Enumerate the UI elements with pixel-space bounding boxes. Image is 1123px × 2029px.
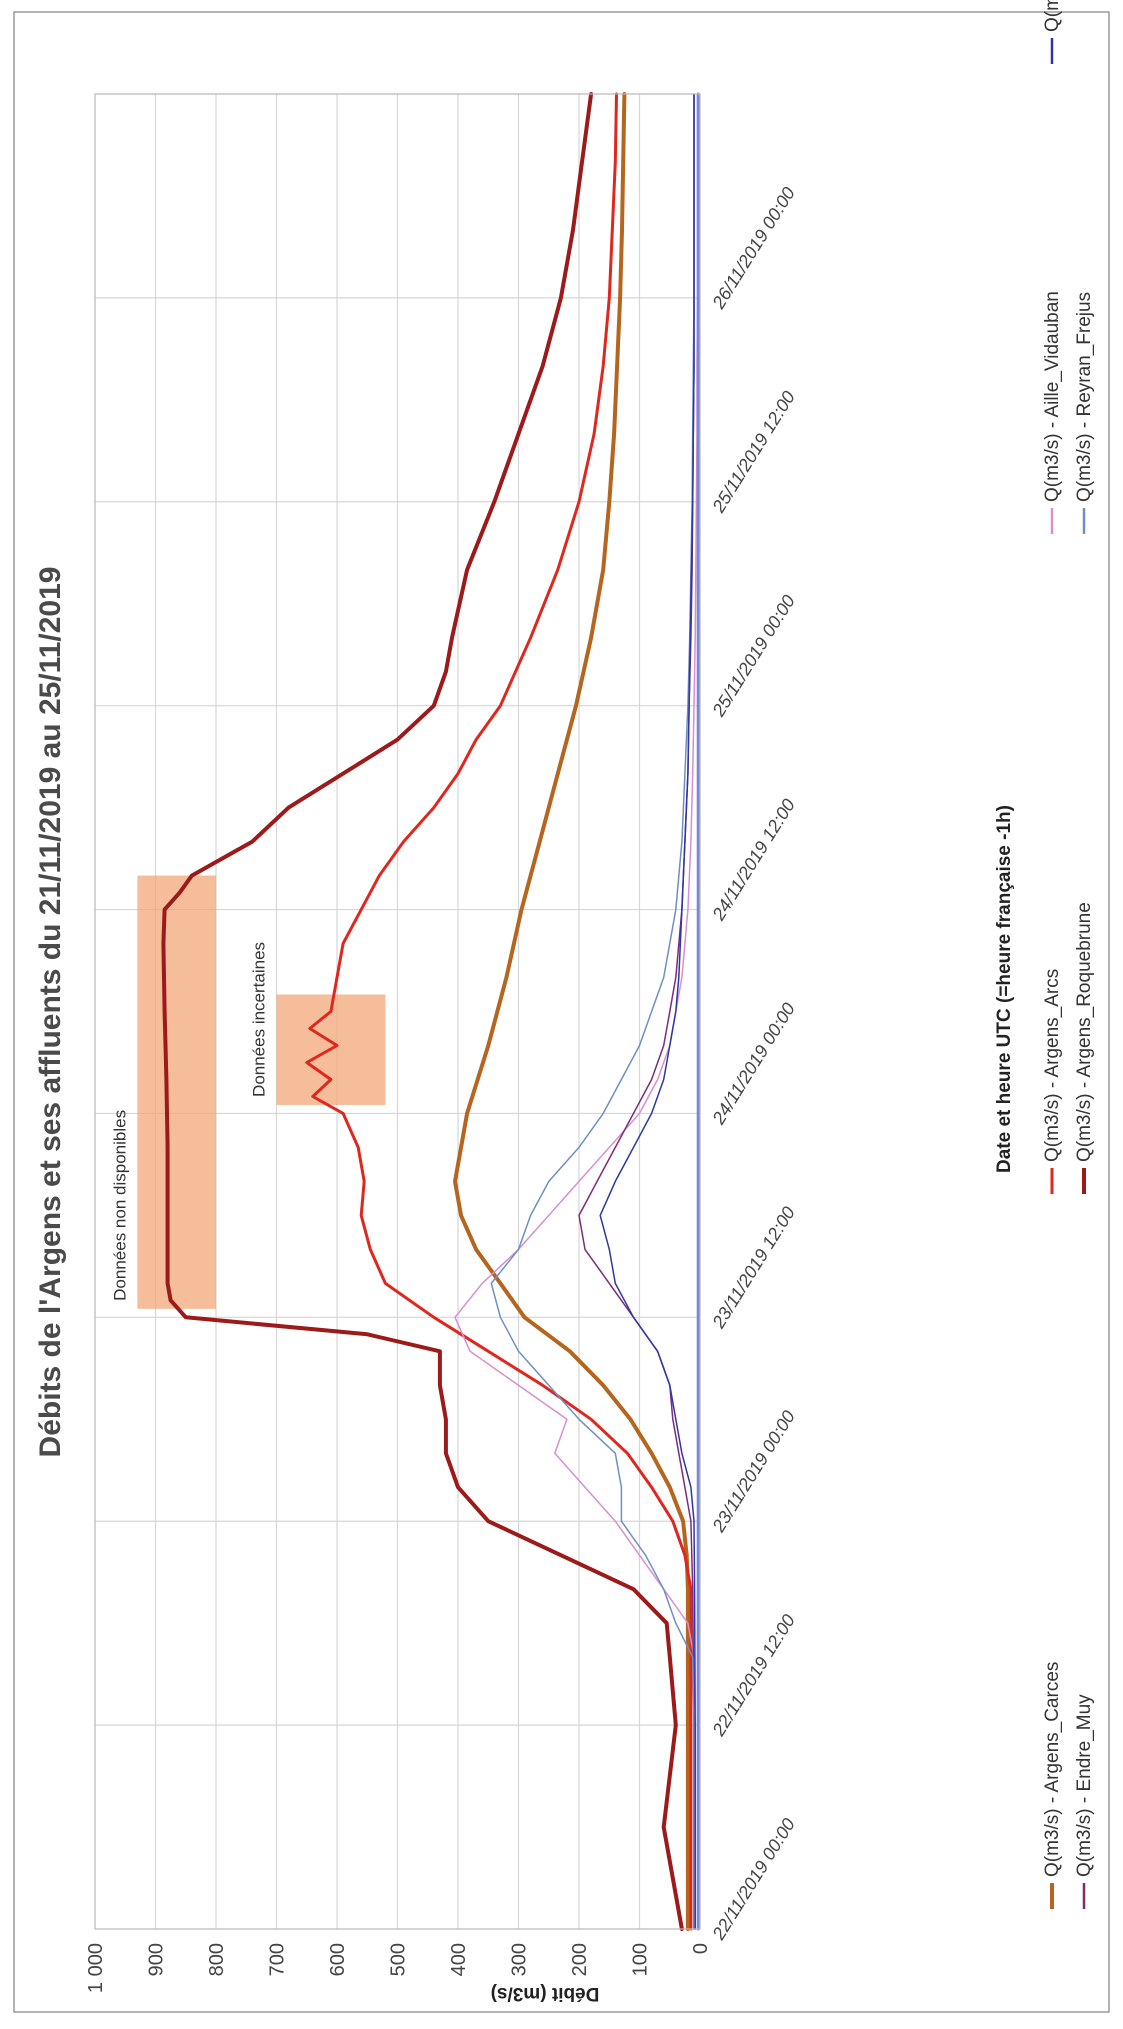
series-line — [599, 93, 696, 1930]
legend-label: Q(m3/s) - Endre_Muy — [1074, 1694, 1095, 1877]
y-tick-label: 500 — [388, 1943, 410, 1976]
y-tick-label: 800 — [206, 1943, 228, 1976]
y-tick-label: 600 — [327, 1943, 349, 1976]
legend-label: Q(m3/s) - Argens_Roquebrune — [1074, 902, 1095, 1162]
series-line — [453, 92, 690, 1931]
y-tick-label: 0 — [690, 1943, 712, 1954]
legend-label: Q(m3/s) - Argens_Carces — [1042, 1662, 1063, 1877]
outer-border — [13, 11, 1110, 2013]
series-lines — [161, 92, 700, 1931]
series-line — [305, 92, 693, 1931]
legend: Q(m3/s) - Argens_Carces Q(m3/s) - Argens_… — [1042, 0, 1095, 1909]
series-line — [161, 92, 684, 1931]
y-tick-label: 300 — [509, 1943, 531, 1976]
annotation-label: Données incertaines — [250, 942, 269, 1097]
y-tick-label: 200 — [569, 1943, 591, 1976]
legend-label: Q(m3/s) - Reyran_Frejus — [1074, 292, 1095, 502]
y-tick-label: 1 000 — [85, 1943, 107, 1993]
legend-label: Q(m3/s) - Argens_Arcs — [1042, 969, 1063, 1162]
legend-label: Q(m3/s) - Nartuby_Trans — [1042, 0, 1063, 32]
y-tick-label: 100 — [630, 1943, 652, 1976]
y-tick-label: 700 — [267, 1943, 289, 1976]
y-tick-label: 400 — [448, 1943, 470, 1976]
y-axis-title: Débit (m3/s) — [491, 1983, 600, 2004]
x-axis-title: Date et heure UTC (=heure française -1h) — [994, 805, 1015, 1173]
annotation-label: Données non disponibles — [110, 1110, 129, 1301]
annotation-box — [137, 875, 217, 1309]
y-tick-label: 900 — [146, 1943, 168, 1976]
chart-title: Débits de l'Argens et ses affluents du 2… — [34, 567, 67, 1458]
legend-label: Q(m3/s) - Aille_Vidauban — [1042, 291, 1063, 502]
plot-area-border — [94, 93, 701, 1930]
